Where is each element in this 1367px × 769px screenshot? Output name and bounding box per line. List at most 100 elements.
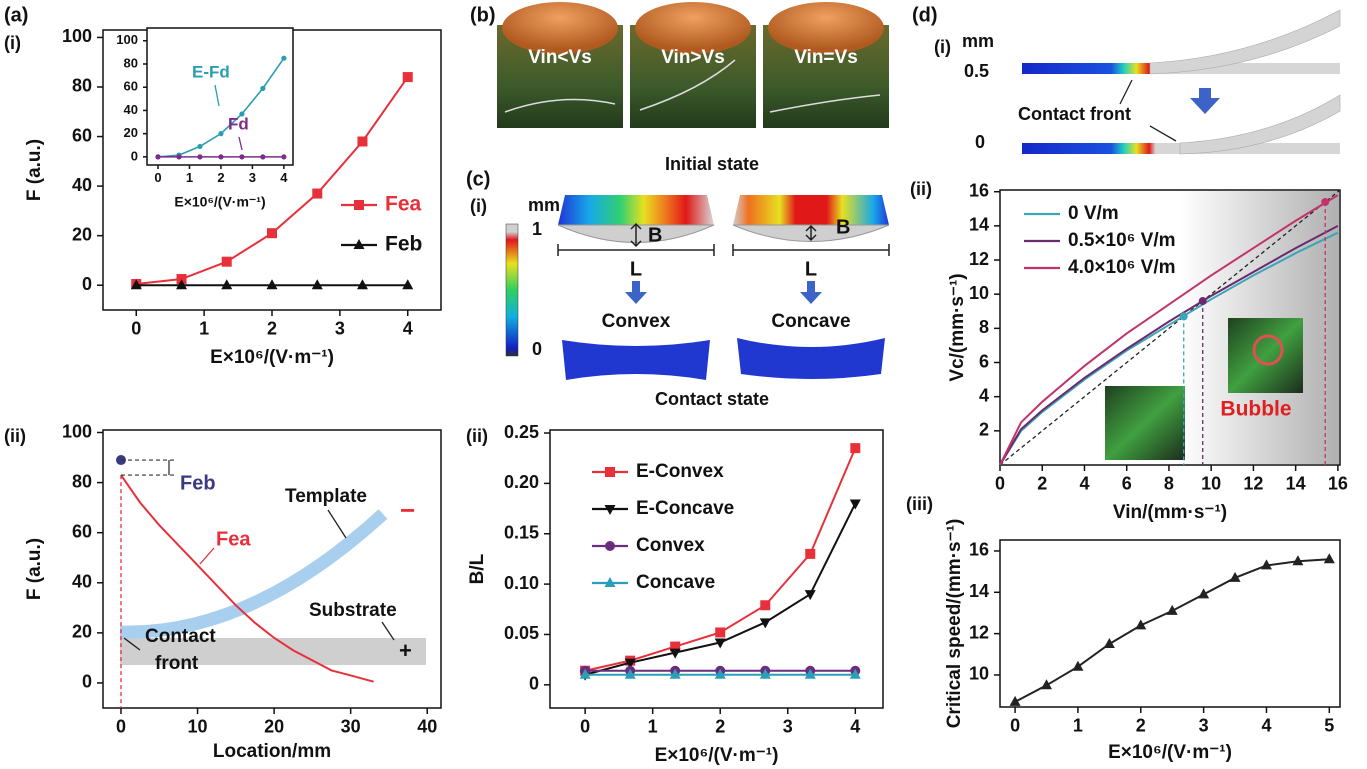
marker (1041, 679, 1052, 689)
photo-inset (1228, 318, 1303, 393)
colorbar-unit: mm (528, 195, 560, 215)
subpanel-label: (i) (934, 37, 951, 57)
convex-contact (562, 340, 710, 380)
colorbar-tick: 1 (532, 219, 542, 239)
marker (260, 154, 265, 159)
deformation-diagram: (i) Initial state mm 1 0 B B L L Convex … (470, 154, 889, 409)
x-tick-label: 3 (1199, 715, 1209, 735)
shape-label: Concave (771, 311, 850, 332)
marker (403, 72, 413, 82)
down-arrow (625, 281, 822, 304)
x-tick-label: 6 (1122, 473, 1132, 493)
series-line (585, 504, 855, 675)
y-tick-label: 4 (979, 385, 989, 405)
panel-label: (b) (470, 4, 496, 26)
y-tick-label: 16 (969, 540, 989, 560)
x-tick-label: 0 (580, 716, 590, 736)
x-tick-label: 40 (417, 716, 437, 736)
y-tick-label: 40 (124, 102, 138, 117)
photo-label: Vin=Vs (794, 47, 858, 68)
x-tick-label: 14 (1286, 473, 1306, 493)
y-tick-label: 0 (529, 674, 539, 694)
marker (760, 600, 770, 610)
down-arrow (1190, 88, 1220, 114)
x-tick-label: 4 (1261, 715, 1271, 735)
marker (354, 200, 364, 210)
series-line (1015, 559, 1329, 702)
photo-label: Vin>Vs (661, 47, 725, 68)
x-tick-label: 3 (249, 170, 256, 185)
peeling-diagram: (i) mm 0.5 0 Contact front (934, 10, 1340, 154)
marker (850, 443, 860, 453)
x-tick-label: 1 (648, 716, 658, 736)
y-tick-label: 2 (979, 420, 989, 440)
legend-label: E-Convex (636, 461, 724, 482)
x-tick-label: 4 (280, 170, 288, 185)
marker (715, 627, 725, 637)
annotation: + (399, 638, 412, 663)
x-tick-label: 1 (199, 318, 209, 338)
y-tick-label: 20 (124, 125, 138, 140)
x-tick-label: 16 (1328, 473, 1348, 493)
marker (281, 154, 286, 159)
y-tick-label: 60 (124, 79, 138, 94)
convex-body (558, 195, 714, 225)
subpanel-label: (ii) (4, 426, 26, 446)
colorbar-tick: 0.5 (964, 61, 989, 81)
x-axis-label: Vin/(mm·s⁻¹) (1113, 502, 1227, 523)
critical-point (1321, 198, 1329, 206)
concave-contact (737, 338, 885, 379)
marker (605, 467, 615, 477)
panel-label: (c) (466, 168, 490, 190)
panel-label: (d) (912, 4, 938, 26)
pointer (200, 548, 214, 564)
concave-body (733, 195, 889, 225)
marker (222, 257, 232, 267)
annotation: Contact front (1018, 104, 1131, 124)
x-tick-label: 4 (1079, 473, 1089, 493)
x-tick-label: 2 (217, 170, 224, 185)
dimension-line (558, 244, 889, 256)
y-tick-label: 20 (72, 224, 92, 244)
y-tick-label: 8 (979, 317, 989, 337)
marker (260, 86, 265, 91)
marker (357, 137, 367, 147)
y-tick-label: 80 (124, 55, 138, 70)
photo-strip: Vin<Vs Vin>Vs Vin=Vs (497, 2, 889, 128)
marker (1324, 553, 1335, 563)
legend-label: 0.5×10⁶ V/m (1068, 230, 1176, 251)
y-tick-label: 16 (969, 180, 989, 200)
y-tick-label: 0 (131, 148, 138, 163)
y-tick-label: 12 (969, 249, 989, 269)
y-tick-label: 0.20 (504, 472, 539, 492)
colorbar-tick: 0 (532, 339, 542, 359)
x-tick-label: 2 (715, 716, 725, 736)
gap-label: B (836, 216, 850, 238)
x-tick-label: 2 (267, 318, 277, 338)
colorbar-tick: 0 (975, 132, 985, 152)
annotation: Template (285, 486, 367, 507)
y-tick-label: 80 (72, 76, 92, 96)
y-tick-label: 0.10 (504, 573, 539, 593)
x-tick-label: 12 (1243, 473, 1263, 493)
marker (239, 154, 244, 159)
subpanel-label: (ii) (910, 179, 932, 199)
y-tick-label: 40 (72, 175, 92, 195)
critical-point (1199, 297, 1207, 305)
length-label: L (805, 258, 817, 280)
marker (850, 500, 861, 510)
x-tick-label: 0 (995, 473, 1005, 493)
y-axis-label: F (a.u.) (24, 139, 45, 201)
x-tick-label: 0 (116, 716, 126, 736)
x-tick-label: 4 (403, 318, 413, 338)
y-tick-label: 14 (969, 215, 989, 235)
y-axis-label: Vc/(mm·s⁻¹) (947, 273, 968, 381)
annotation: Substrate (309, 600, 397, 621)
y-tick-label: 0 (82, 274, 92, 294)
length-label: L (630, 258, 642, 280)
y-tick-label: 40 (72, 572, 92, 592)
shape-label: Convex (602, 311, 671, 332)
marker (312, 189, 322, 199)
legend-label: Feb (385, 233, 422, 256)
pointer (382, 622, 394, 640)
